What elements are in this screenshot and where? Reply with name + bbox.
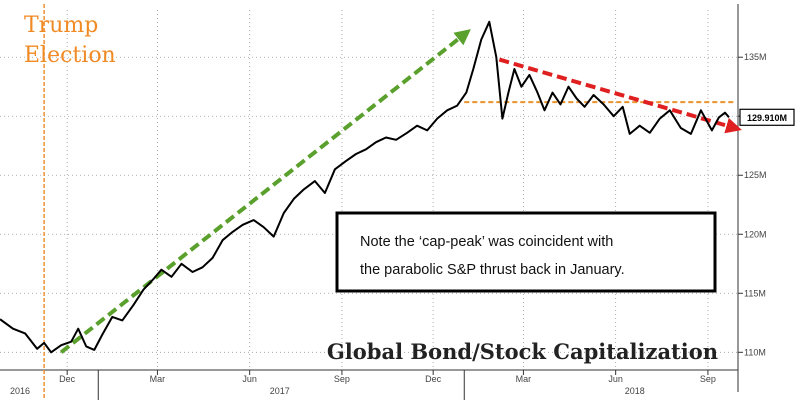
y-tick-label: 115M (744, 288, 766, 298)
downtrend-arrow (498, 57, 742, 134)
note-box: Note the ‘cap-peak’ was coincident with … (335, 211, 717, 293)
uptrend-arrow (59, 29, 471, 354)
year-label: 2017 (270, 386, 290, 396)
last-value-label: 129.910M (747, 113, 787, 123)
election-marker: Trump Election (24, 4, 116, 400)
last-value-badge: 129.910M (739, 108, 795, 126)
x-tick-label: Jun (242, 374, 257, 384)
y-tick-label: 110M (744, 347, 766, 357)
note-box-border (335, 211, 717, 293)
series-line (0, 20, 730, 354)
event-label-election: Election (24, 43, 116, 68)
event-label-trump: Trump (24, 13, 98, 38)
series-lines (0, 20, 730, 354)
x-tick-label: Dec (425, 374, 442, 384)
trend-annotations (59, 29, 742, 354)
x-tick-label: Mar (516, 374, 532, 384)
year-label: 2016 (10, 386, 30, 396)
chart-title: Global Bond/Stock Capitalization (327, 339, 718, 364)
x-tick-label: Sep (334, 374, 350, 384)
x-tick-label: Jun (608, 374, 623, 384)
x-tick-label: Mar (150, 374, 166, 384)
last-value-box (739, 108, 795, 126)
year-label: 2018 (625, 386, 645, 396)
y-tick-label: 125M (744, 170, 767, 180)
x-tick-label: Dec (59, 374, 76, 384)
y-tick-label: 120M (744, 229, 767, 239)
axes: 110M 115M 120M 125M 135M Dec Mar Jun Sep Dec Mar Ju… (0, 4, 767, 400)
note-line-2: the parabolic S&P thrust back in January… (360, 262, 625, 278)
note-line-1: Note the ‘cap-peak’ was coincident with (360, 234, 613, 250)
y-tick-label: 135M (744, 52, 767, 62)
x-tick-label: Sep (700, 374, 716, 384)
